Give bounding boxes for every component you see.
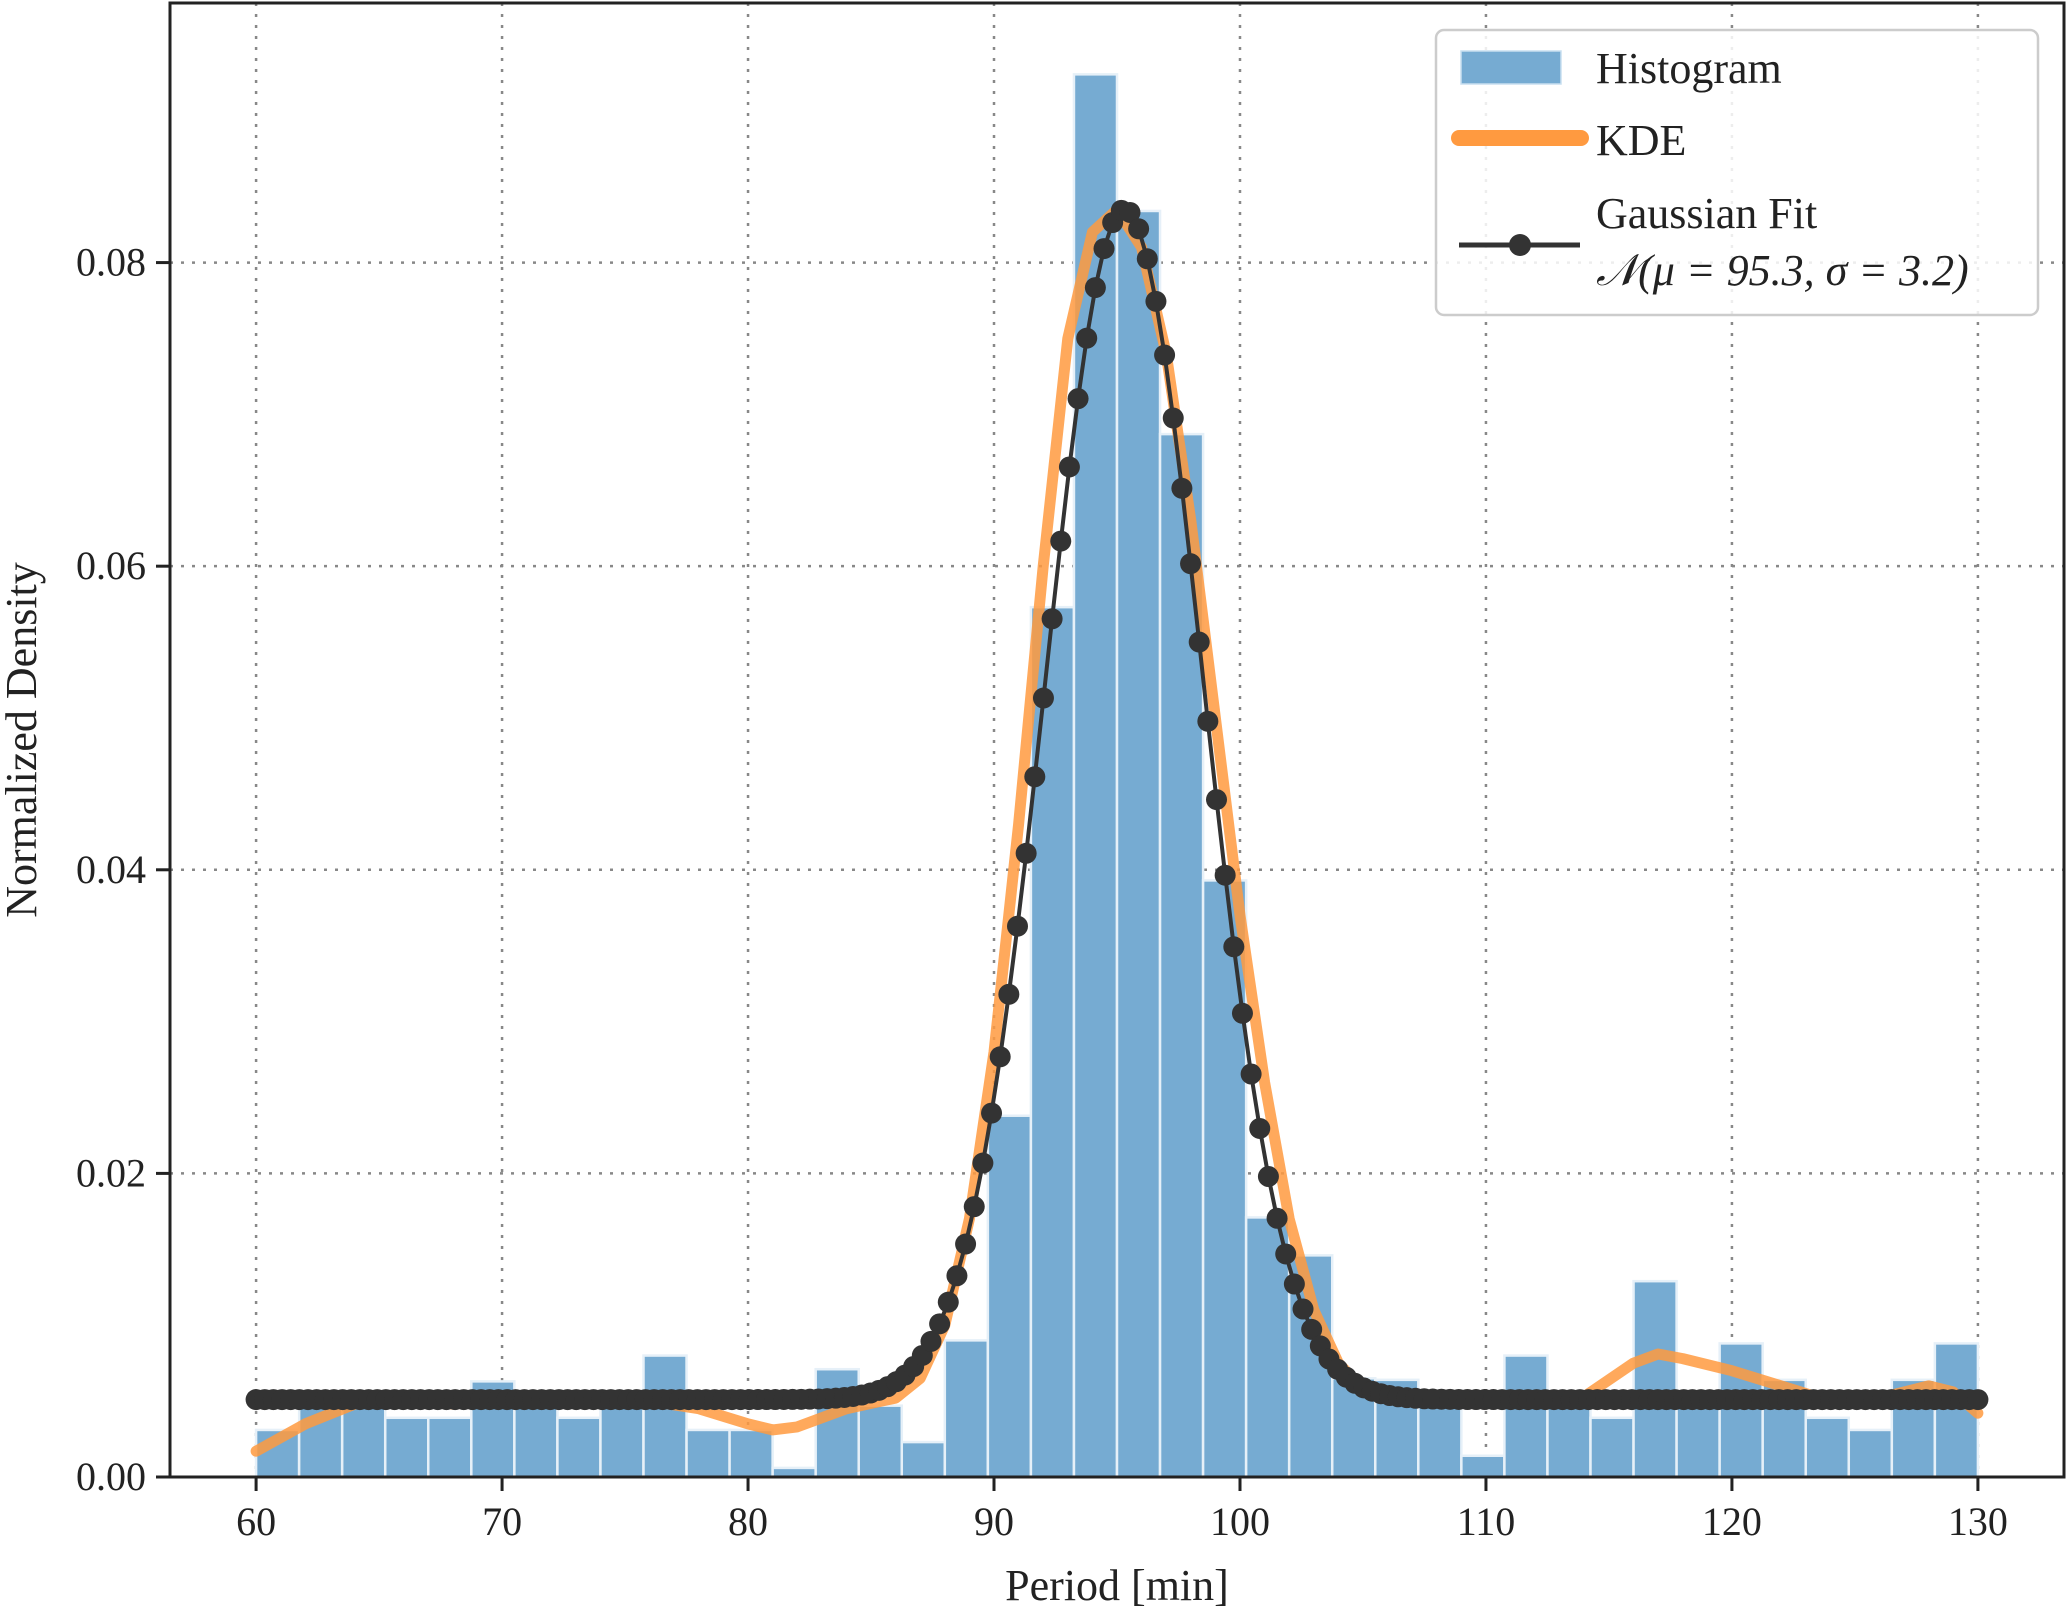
gaussian-fit-marker (1015, 842, 1037, 864)
gaussian-fit-marker (1223, 936, 1245, 958)
histogram-bar (513, 1404, 559, 1479)
y-tick-label: 0.06 (76, 543, 146, 588)
gaussian-fit-marker (1076, 327, 1098, 349)
gaussian-fit-marker (1283, 1273, 1305, 1295)
histogram-bar (1589, 1416, 1635, 1479)
gaussian-fit-marker (1041, 608, 1063, 630)
gaussian-fit-marker (1240, 1063, 1262, 1085)
gaussian-fit-marker (1249, 1117, 1271, 1139)
gaussian-fit-marker (963, 1196, 985, 1218)
gaussian-fit-marker (1301, 1318, 1323, 1340)
axes-frame (168, 1, 2066, 1479)
legend-box (1434, 28, 2040, 317)
gaussian-fit-marker (1275, 1243, 1297, 1265)
gaussian-fit-marker (1136, 248, 1158, 270)
gaussian-fit-marker (920, 1330, 942, 1352)
gaussian-fit-marker (1206, 789, 1228, 811)
histogram-bar (556, 1416, 602, 1479)
x-tick-label: 120 (1702, 1499, 1762, 1544)
gaussian-fit-marker (955, 1233, 977, 1255)
gaussian-fit-markers (245, 199, 1989, 1411)
histogram-bar (728, 1428, 774, 1479)
y-tick-label: 0.04 (76, 847, 146, 892)
gaussian-fit-marker (1032, 687, 1054, 709)
legend-gaussian-formula: 𝒩(μ = 95.3, σ = 3.2) (1596, 246, 1969, 295)
y-axis-label: Normalized Density (0, 562, 46, 918)
histogram-bar (1460, 1454, 1506, 1479)
gaussian-fit-marker (1292, 1298, 1314, 1320)
gaussian-fit-marker (1197, 710, 1219, 732)
histogram-bar (427, 1416, 473, 1479)
legend-gaussian-marker (1509, 234, 1531, 256)
legend-histogram-label: Histogram (1596, 44, 1782, 93)
gaussian-fit-marker (1050, 530, 1072, 552)
gaussian-fit-marker (1128, 218, 1150, 240)
gaussian-fit-marker (929, 1313, 951, 1335)
y-tick-label: 0.00 (76, 1454, 146, 1499)
gaussian-fit-marker (1180, 553, 1202, 575)
gaussian-fit-marker (1171, 477, 1193, 499)
histogram-bar (1201, 879, 1248, 1479)
gaussian-fit-marker (1214, 864, 1236, 886)
histogram-bar (986, 1114, 1033, 1479)
gaussian-fit-marker (1024, 766, 1046, 788)
gaussian-fit-marker (989, 1046, 1011, 1068)
x-tick-label: 110 (1457, 1499, 1516, 1544)
y-tick-label: 0.08 (76, 240, 146, 285)
gaussian-fit-marker (1154, 344, 1176, 366)
legend-kde-label: KDE (1596, 116, 1686, 165)
gaussian-fit-marker (998, 983, 1020, 1005)
x-axis-ticks: 60 70 80 90 100 110 120 130 (236, 1477, 2008, 1544)
x-axis-label: Period [min] (1005, 1561, 1229, 1610)
x-tick-label: 130 (1948, 1499, 2008, 1544)
histogram-bar (340, 1404, 387, 1479)
y-tick-label: 0.02 (76, 1150, 146, 1195)
y-axis-ticks: 0.00 0.02 0.04 0.06 0.08 (76, 240, 170, 1499)
x-tick-label: 60 (236, 1499, 276, 1544)
gaussian-fit-marker (1231, 1002, 1253, 1024)
histogram-bar (685, 1428, 731, 1479)
x-tick-label: 90 (974, 1499, 1014, 1544)
gaussian-fit-marker (937, 1291, 959, 1313)
histogram-bar (1847, 1428, 1894, 1479)
histogram-bar (900, 1440, 947, 1479)
histogram-bar (1115, 209, 1162, 1479)
gaussian-fit-marker (1006, 915, 1028, 937)
x-tick-label: 100 (1210, 1499, 1270, 1544)
histogram-bar (1804, 1416, 1851, 1479)
gaussian-fit-marker (981, 1102, 1003, 1124)
histogram-bar (1632, 1279, 1678, 1479)
gaussian-fit-marker (1145, 290, 1167, 312)
gaussian-fit-marker (1257, 1166, 1279, 1188)
gaussian-fit-marker (1162, 407, 1184, 429)
histogram-bar (1718, 1342, 1764, 1479)
legend-histogram-swatch (1460, 50, 1562, 85)
gaussian-fit-marker (1084, 277, 1106, 299)
gaussian-fit-marker (1067, 388, 1089, 410)
histogram-bar (599, 1404, 645, 1479)
histogram-bar (943, 1339, 990, 1479)
gaussian-fit-marker (1119, 201, 1141, 223)
x-tick-label: 80 (728, 1499, 768, 1544)
histogram-bar (1503, 1354, 1549, 1479)
histogram-bar (383, 1416, 430, 1479)
gaussian-fit-marker (1266, 1207, 1288, 1229)
gaussian-fit-marker (1188, 631, 1210, 653)
gaussian-fit-marker (972, 1152, 994, 1174)
gaussian-fit-marker (1967, 1389, 1989, 1411)
x-tick-label: 70 (482, 1499, 522, 1544)
histogram-bar (642, 1354, 688, 1479)
histogram-bar (857, 1404, 904, 1479)
gaussian-fit-marker (1093, 238, 1115, 260)
legend-gaussian-label: Gaussian Fit (1596, 189, 1817, 238)
gaussian-fit-marker (1058, 456, 1080, 478)
legend: Histogram KDE Gaussian Fit 𝒩(μ = 95.3, σ… (1434, 28, 2040, 317)
gaussian-fit-marker (946, 1265, 968, 1287)
histogram-bar (1072, 73, 1119, 1479)
